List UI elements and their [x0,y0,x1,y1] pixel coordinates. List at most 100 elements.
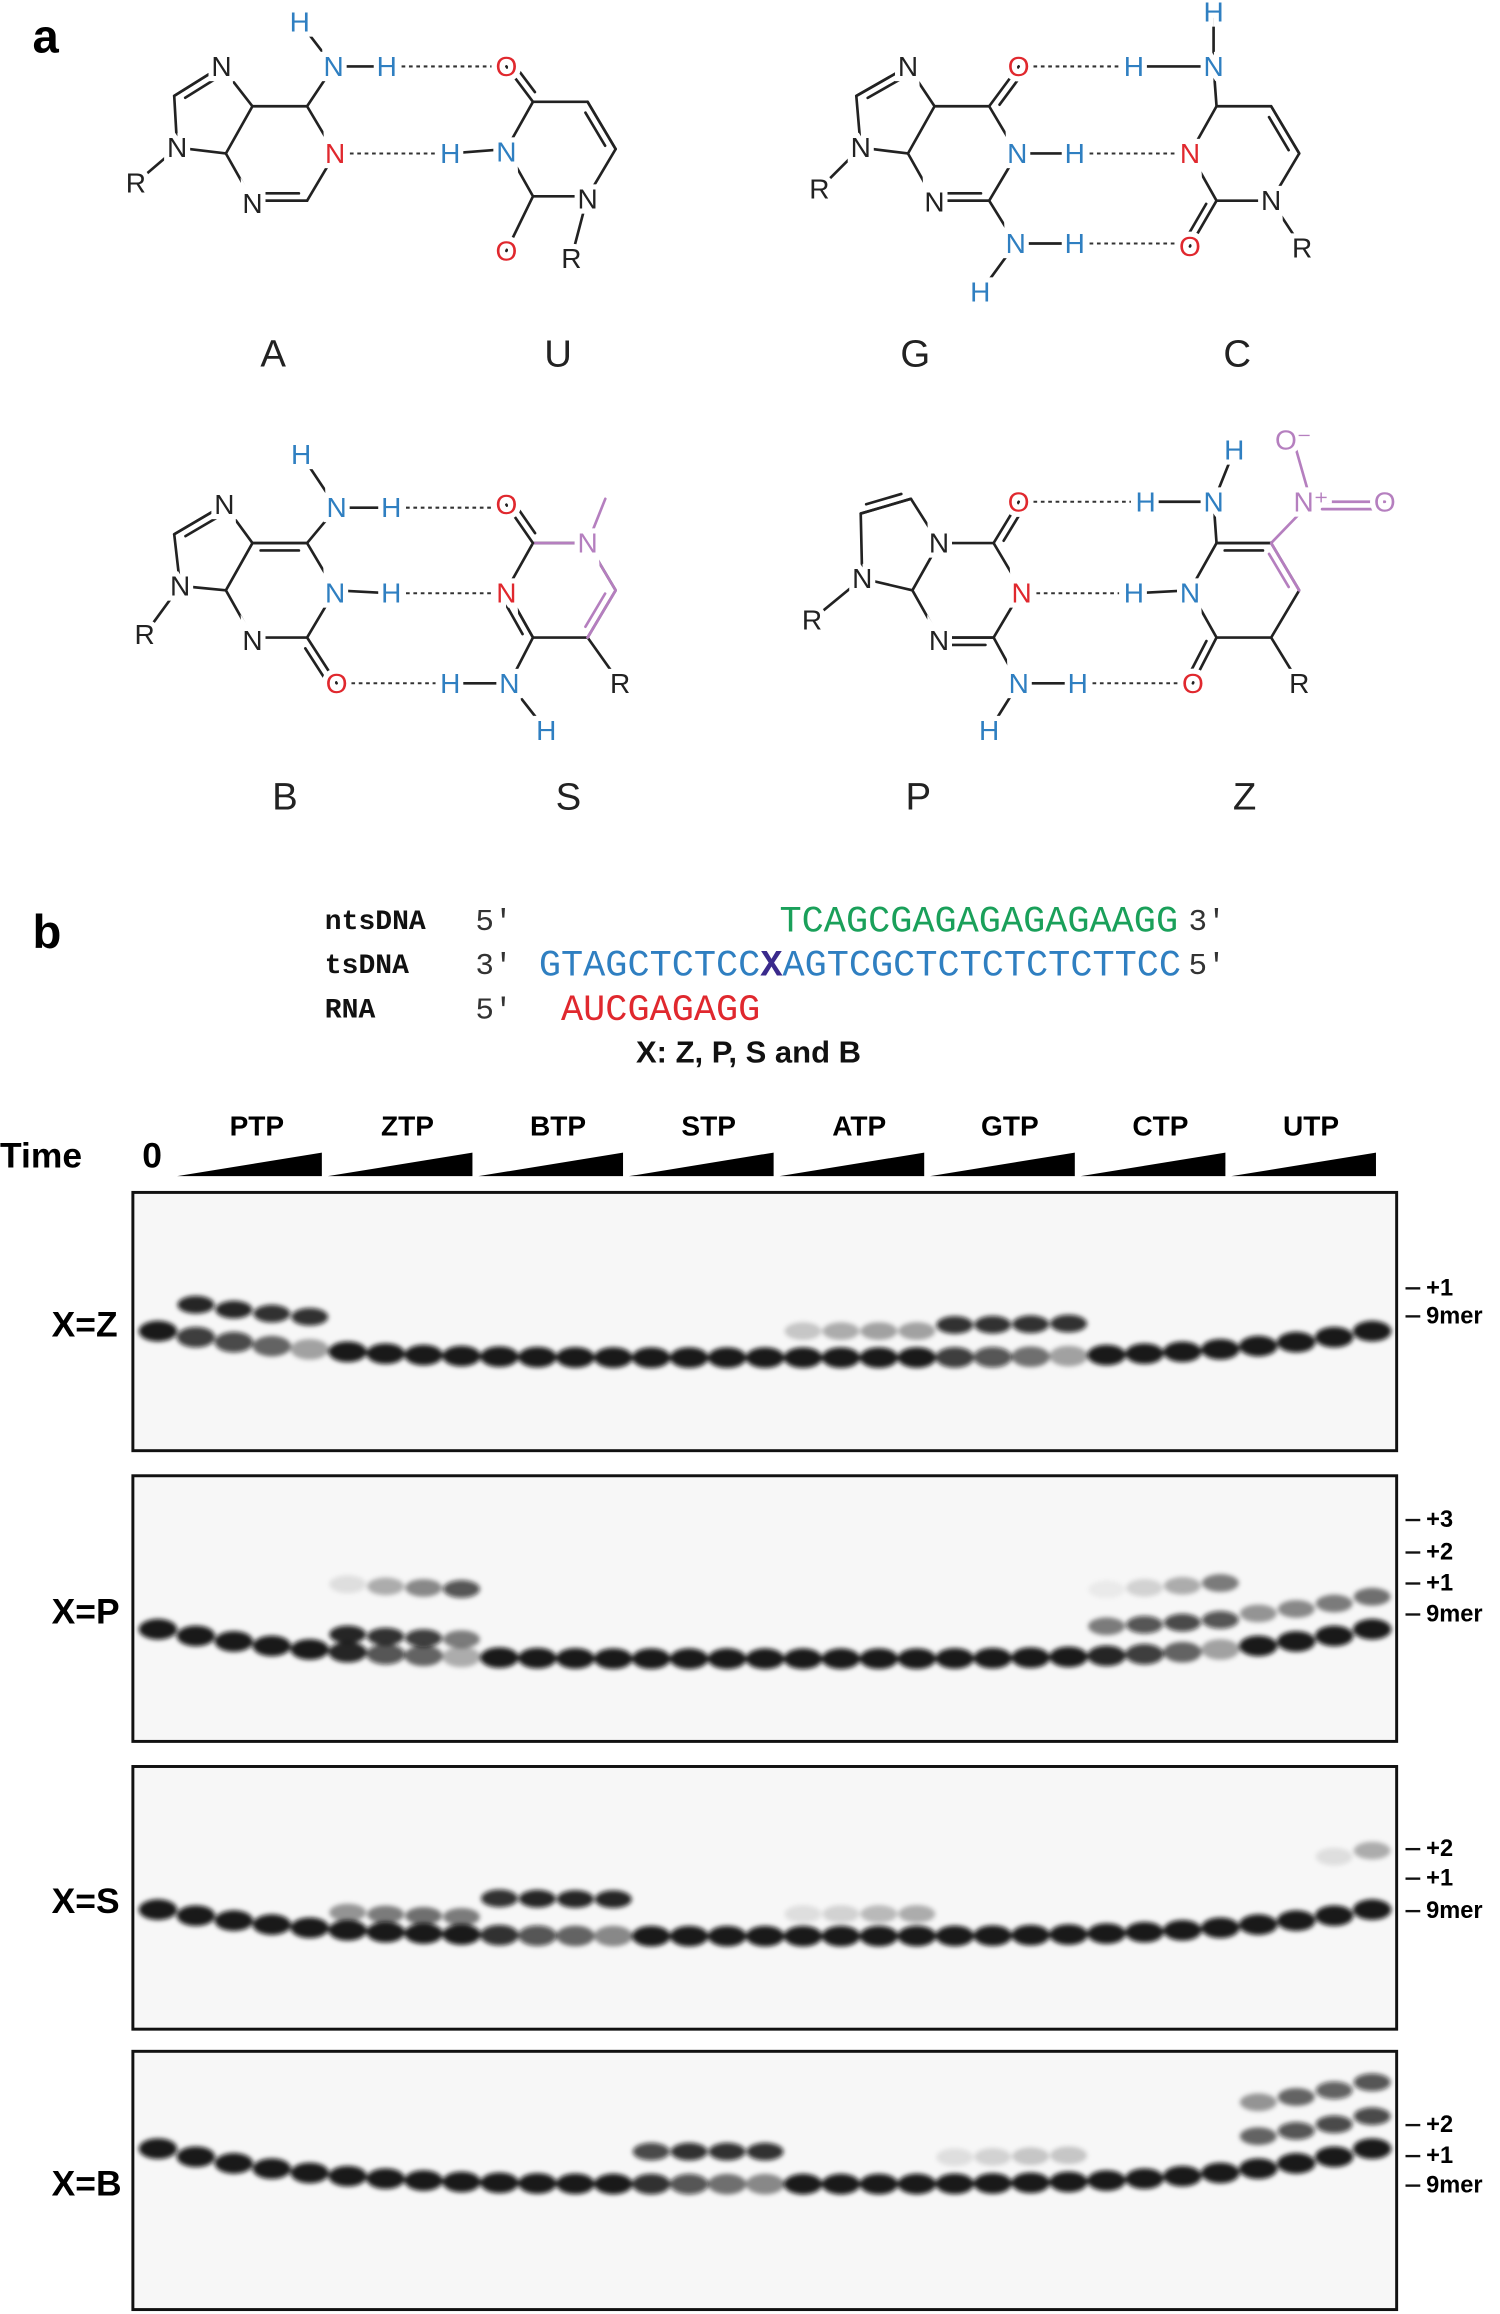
base-label: C [1223,333,1251,376]
bond [1132,588,1192,595]
band [821,1648,861,1670]
band [1353,1841,1391,1860]
band [215,1300,253,1319]
band [1315,2146,1354,2168]
band [745,1925,785,1947]
band [367,1627,405,1646]
gel-label: X=Z [52,1305,118,1345]
band [214,1631,254,1652]
marker-label: 9mer [1426,2173,1482,2199]
band [1239,1914,1278,1935]
base-label: A [260,333,286,376]
bond [172,503,226,536]
band [1315,1905,1354,1927]
bond [1291,438,1313,504]
band [1087,1344,1126,1366]
bond [1191,636,1218,685]
base-label: B [272,775,298,818]
bond [1269,541,1301,592]
atom-label: O [495,51,517,82]
band [1315,1625,1354,1647]
gel-background [131,1474,1399,1743]
band [1012,1315,1050,1334]
bond [1212,65,1218,108]
variable-note: X: Z, P, S and B [636,1035,861,1070]
band [366,1343,405,1364]
atom-label: R [802,604,822,635]
band [1201,1639,1240,1660]
band [1011,1924,1050,1946]
bond [305,65,335,108]
marker-label: +2 [1426,2112,1453,2138]
band [404,1645,443,1667]
ring [1188,104,1301,203]
bond [505,194,535,253]
band [1277,2122,1315,2140]
sequence-scheme: ntsDNA 5′ TCAGCGAGAGAGAGAAGG 3′tsDNA 3′ GTAGC… [325,901,1226,1069]
band [1163,2165,1202,2187]
atom-label: H [1203,0,1223,27]
band [405,1579,443,1597]
gel-label: X=S [52,1881,120,1921]
atom-label: N [929,625,949,656]
bond [1269,636,1301,685]
band [366,1643,405,1665]
lane-group-label: GTP [981,1111,1039,1142]
band [1126,1578,1163,1597]
lane-group-label: UTP [1283,1111,1339,1142]
atom-label: R [1292,232,1312,263]
marker-label: 9mer [1426,1898,1482,1924]
band [821,1925,861,1947]
band [138,1899,178,1920]
band [214,1910,254,1931]
atom-label: O [1179,231,1201,262]
band [1352,1618,1392,1640]
atom-label: N [1006,228,1026,259]
bond [172,65,223,98]
band [1049,1345,1088,1367]
lane-group-label: PTP [230,1111,285,1142]
atom-label: O [326,668,348,699]
band [1277,2153,1316,2174]
atom-label: N [167,132,187,163]
bond [502,599,524,636]
band [1353,1587,1391,1606]
band [480,1346,519,1368]
bond [505,503,535,545]
bond [505,65,535,104]
bond [1269,199,1304,250]
band [745,1347,785,1369]
band [1012,2147,1050,2166]
band [1352,1899,1392,1920]
atom-label: N [211,51,231,82]
band [1125,1921,1164,1943]
band [1163,1613,1201,1632]
band [1239,2093,1277,2112]
band [783,2173,823,2195]
band [1011,1647,1050,1669]
atom-label: N [924,187,944,218]
atom-label: R [1289,668,1309,699]
band [443,1630,480,1649]
atom-label: N [325,578,345,609]
strand-end: 3′ [1188,905,1225,940]
gel-panel [131,1190,1399,1453]
band [936,1316,974,1334]
bond [1269,500,1313,545]
bond [508,681,548,732]
band [518,2173,557,2194]
bond [570,194,589,260]
band [1239,2127,1277,2146]
bond [1269,104,1301,155]
atom-label: O [1182,668,1204,699]
band [1315,1847,1353,1866]
atom-label: O⁻ [1275,424,1312,455]
atom-label: H [1124,51,1144,82]
atom-label: N [1012,578,1032,609]
bond [1212,500,1218,545]
band [897,1925,937,1947]
band [1163,1919,1202,1941]
band [443,1580,480,1598]
